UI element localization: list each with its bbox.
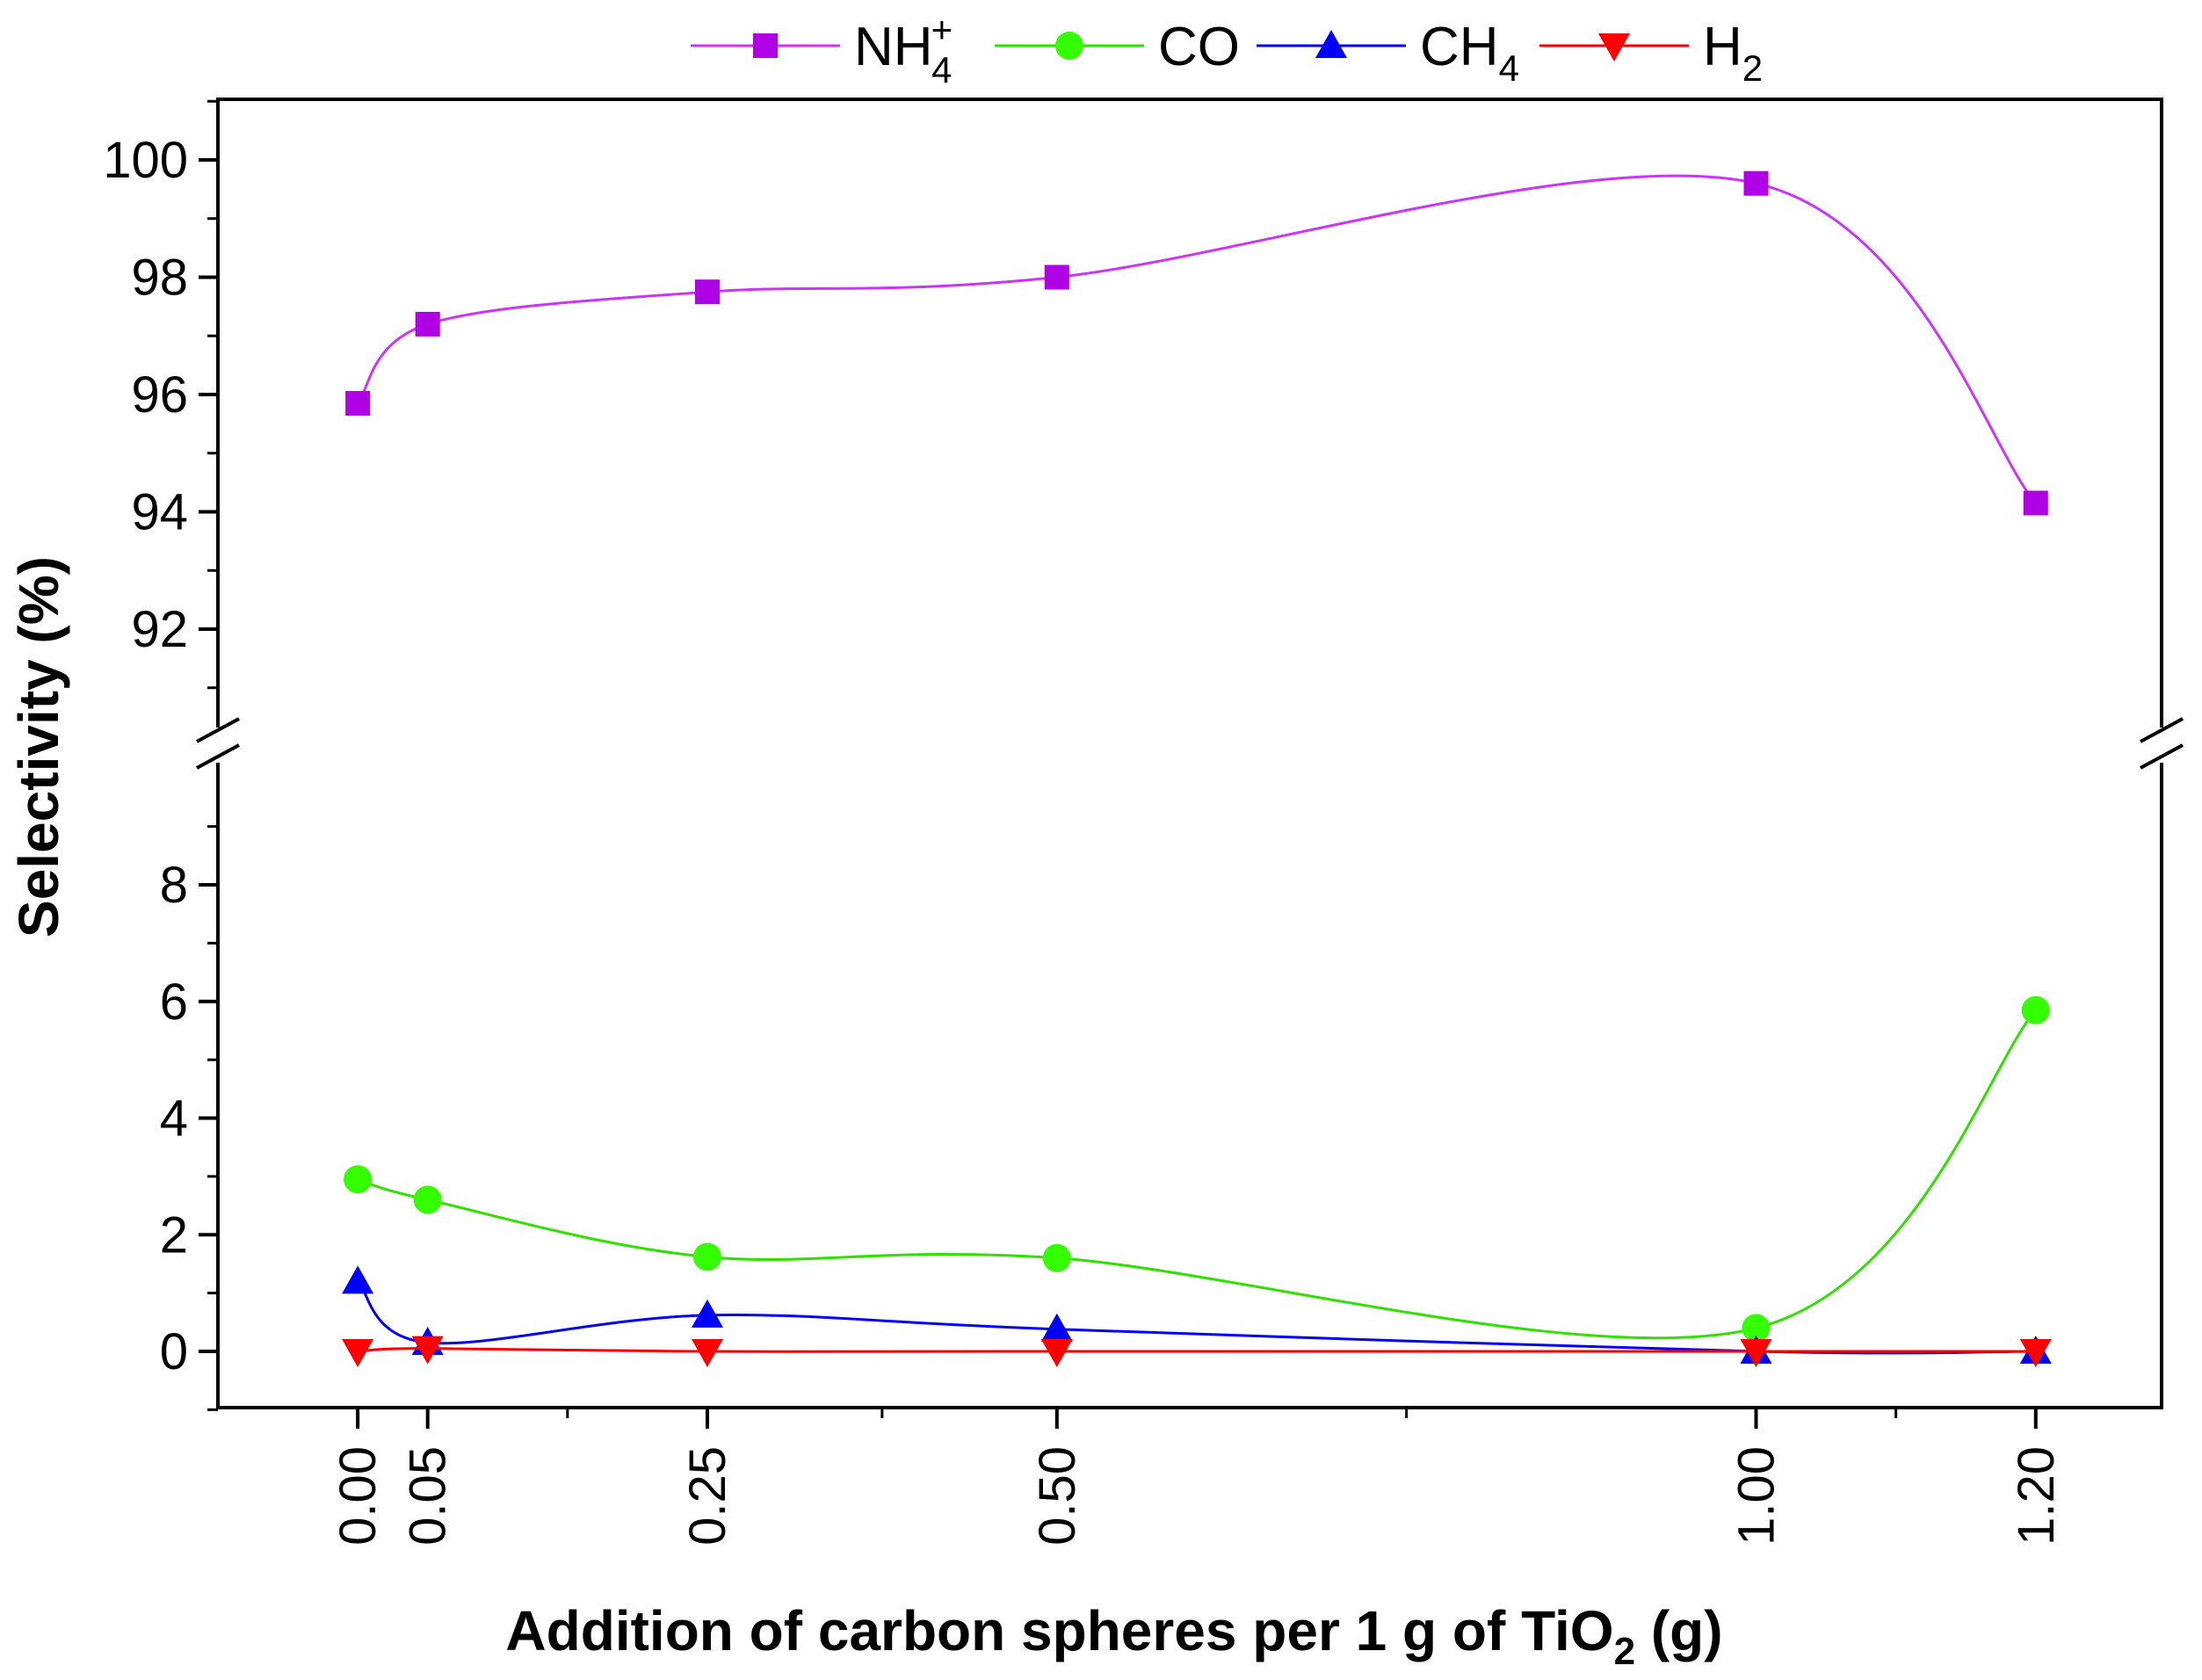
series-layer — [342, 170, 2052, 1367]
x-axis-title: Addition of carbon spheres per 1 g of Ti… — [505, 1599, 1722, 1673]
series-co — [344, 996, 2050, 1343]
legend-subscript: 4 — [1499, 47, 1519, 89]
legend-item: CH4 — [1257, 17, 1519, 89]
x-tick-label: 0.05 — [400, 1446, 457, 1546]
data-point — [1040, 1313, 1073, 1342]
legend-subscript: 4 — [931, 49, 952, 91]
data-point — [1042, 1243, 1071, 1272]
data-point — [694, 279, 720, 305]
data-point — [411, 1336, 444, 1365]
series-h2 — [342, 1336, 2052, 1367]
series-nh4 — [345, 170, 2048, 516]
x-tick-label: 0.00 — [330, 1446, 387, 1546]
data-point — [415, 311, 440, 337]
x-axis-title-subscript: 2 — [1614, 1630, 1635, 1673]
legend-item: CO — [995, 17, 1240, 77]
plot-border — [216, 98, 2163, 1409]
legend-marker — [1315, 30, 1347, 58]
x-tick-label: 0.50 — [1029, 1446, 1086, 1546]
legend-subscript: 2 — [1742, 47, 1763, 89]
y-tick-label: 96 — [131, 366, 188, 424]
data-point — [342, 1339, 374, 1367]
x-tick-label: 1.20 — [2008, 1446, 2065, 1546]
y-tick-label: 2 — [160, 1206, 188, 1264]
data-point — [2021, 996, 2050, 1025]
data-point — [1040, 1339, 1073, 1367]
plot-frame — [196, 98, 2184, 1409]
legend-label: H2 — [1703, 17, 1763, 89]
legend-item: NH+ 4 — [691, 9, 953, 91]
x-axis-title-main: Addition of carbon spheres per 1 g of Ti… — [505, 1599, 1613, 1662]
legend-marker — [753, 33, 778, 58]
data-point — [345, 391, 371, 416]
series-line — [356, 174, 2037, 504]
data-point — [344, 1165, 373, 1194]
series-line — [358, 1347, 2036, 1353]
data-point — [1742, 1314, 1771, 1343]
legend-item: H2 — [1539, 17, 1763, 89]
data-point — [413, 1185, 442, 1214]
axis-break-mark-right — [2140, 743, 2184, 770]
data-point — [691, 1299, 723, 1328]
y-tick-label: 92 — [131, 601, 188, 658]
legend-label: CO — [1158, 17, 1240, 77]
data-point — [691, 1339, 723, 1367]
legend-label: CH4 — [1420, 17, 1519, 89]
y-tick-label: 6 — [160, 974, 188, 1031]
x-tick-label: 1.00 — [1728, 1446, 1786, 1546]
x-tick-label: 0.25 — [679, 1446, 736, 1546]
legend-marker — [1055, 32, 1083, 60]
legend-superscript: + — [931, 9, 953, 50]
data-point — [1740, 1339, 1772, 1367]
y-tick-label: 98 — [131, 250, 188, 307]
data-point — [1044, 264, 1069, 290]
legend-marker — [1598, 33, 1630, 62]
series-line — [357, 1009, 2037, 1340]
y-tick-label: 4 — [160, 1090, 188, 1148]
x-axis-title-suffix: (g) — [1635, 1599, 1723, 1662]
y-tick-label: 94 — [131, 484, 188, 541]
legend: NH+ 4 CO CH4 H2 — [691, 9, 1763, 91]
y-tick-label: 0 — [160, 1323, 188, 1380]
data-point — [342, 1265, 374, 1294]
y-tick-label: 8 — [160, 857, 188, 914]
y-axis-title: Selectivity (%) — [7, 556, 70, 938]
axis-break-mark-left — [196, 717, 240, 743]
data-point — [2019, 1339, 2052, 1367]
data-point — [692, 1242, 721, 1271]
data-point — [1743, 170, 1769, 196]
axis-break-mark-left — [196, 743, 240, 770]
y-tick-label: 100 — [103, 132, 188, 189]
legend-label: NH+ 4 — [854, 9, 953, 91]
axes-layer: 92 94 96 98 100 0 2 4 6 8 0.00 0.05 0.25 0.50 1.00 1.20 — [103, 99, 2065, 1546]
data-point — [2023, 490, 2048, 516]
series-line — [357, 1280, 2036, 1355]
axis-break-mark-right — [2140, 717, 2184, 743]
